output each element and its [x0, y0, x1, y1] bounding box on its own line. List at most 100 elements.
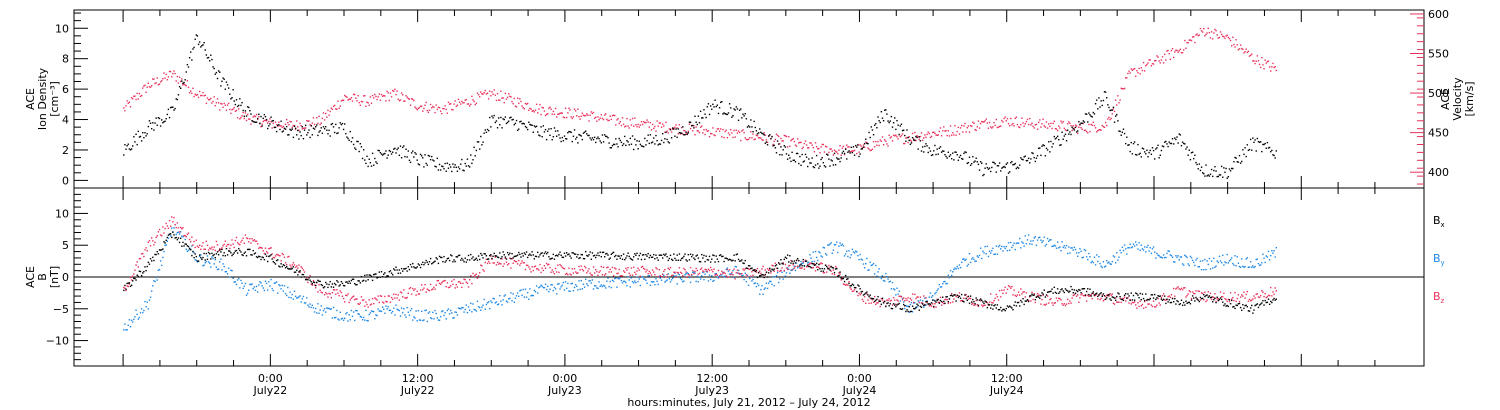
by-point: [462, 307, 464, 309]
velocity-point: [312, 117, 315, 119]
bz-point: [1102, 300, 1105, 302]
by-point: [725, 268, 727, 270]
bz-point: [1062, 304, 1064, 306]
by-point: [1078, 252, 1080, 254]
bx-point: [555, 254, 558, 256]
bx-point: [960, 293, 963, 296]
velocity-point: [193, 95, 195, 98]
bx-point: [368, 274, 370, 276]
velocity-point: [586, 113, 588, 115]
velocity-point: [306, 119, 308, 122]
by-point: [563, 289, 566, 291]
velocity-point: [216, 98, 219, 100]
bz-point: [1065, 303, 1068, 305]
by-point: [895, 294, 897, 296]
by-point: [1095, 254, 1098, 256]
bz-point: [678, 267, 681, 269]
bx-point: [402, 270, 404, 272]
by-point: [573, 286, 576, 289]
ion-density-point: [1083, 121, 1086, 123]
bx-point: [420, 263, 423, 266]
velocity-point: [1227, 36, 1230, 39]
bx-point: [812, 263, 814, 265]
velocity-point: [571, 117, 574, 120]
p2-ytick-label: −5: [53, 303, 69, 316]
ion-density-point: [166, 113, 169, 116]
by-point: [646, 282, 648, 284]
by-point: [678, 273, 681, 276]
bz-point: [128, 283, 131, 285]
ion-density-point: [216, 77, 219, 80]
velocity-point: [1117, 95, 1119, 97]
velocity-point: [490, 95, 492, 97]
bz-point: [1213, 296, 1215, 299]
bx-point: [321, 284, 324, 287]
bz-point: [253, 239, 256, 241]
bz-point: [706, 270, 709, 272]
by-point: [713, 279, 715, 282]
by-point: [354, 319, 356, 322]
by-point: [875, 264, 877, 267]
velocity-point: [264, 119, 267, 122]
bx-point: [178, 241, 181, 244]
bx-point: [541, 252, 543, 254]
by-point: [279, 285, 281, 287]
velocity-point: [1249, 54, 1252, 57]
velocity-point: [954, 125, 956, 127]
bz-point: [708, 269, 711, 272]
bz-point: [511, 258, 513, 260]
bz-point: [347, 293, 349, 295]
velocity-point: [1239, 44, 1242, 46]
by-point: [897, 293, 899, 295]
bz-point: [1112, 302, 1115, 304]
bz-point: [241, 239, 243, 242]
ion-density-point: [985, 163, 987, 165]
bx-point: [406, 270, 408, 272]
ion-density-point: [494, 121, 497, 124]
bz-point: [709, 266, 712, 269]
velocity-point: [298, 129, 300, 132]
by-point: [1107, 262, 1109, 264]
bx-point: [658, 254, 661, 256]
ion-density-point: [1094, 103, 1097, 105]
bx-point: [596, 254, 598, 256]
bx-point: [126, 282, 128, 285]
by-point: [435, 312, 437, 315]
bz-point: [641, 265, 644, 268]
ion-density-point: [882, 120, 885, 122]
bz-point: [858, 292, 860, 294]
bz-point: [1052, 304, 1054, 306]
velocity-point: [915, 139, 917, 142]
by-point: [867, 269, 869, 271]
bz-point: [273, 257, 276, 259]
velocity-point: [132, 97, 134, 100]
by-point: [774, 276, 777, 278]
ion-density-point: [303, 129, 306, 131]
bz-point: [368, 299, 370, 301]
ion-density-point: [395, 152, 397, 154]
ion-density-point: [1117, 120, 1119, 122]
bx-point: [894, 304, 896, 306]
bz-point: [1139, 300, 1141, 302]
ion-density-point: [260, 115, 262, 118]
bx-point: [906, 309, 908, 311]
ion-density-point: [628, 144, 630, 146]
bz-point: [166, 225, 169, 227]
by-point: [907, 305, 909, 307]
velocity-point: [145, 91, 147, 94]
velocity-point: [516, 97, 519, 99]
velocity-point: [447, 101, 450, 104]
velocity-point: [1039, 119, 1041, 121]
ion-density-point: [664, 138, 666, 140]
velocity-point: [749, 137, 751, 139]
by-point: [1049, 239, 1051, 241]
by-point: [1159, 256, 1161, 258]
by-point: [727, 270, 730, 272]
velocity-point: [975, 129, 977, 132]
velocity-point: [1160, 59, 1163, 61]
ion-density-point: [746, 126, 749, 128]
bz-point: [761, 268, 763, 270]
ion-density-point: [418, 164, 421, 166]
ion-density-point: [776, 140, 779, 142]
by-point: [287, 286, 289, 289]
